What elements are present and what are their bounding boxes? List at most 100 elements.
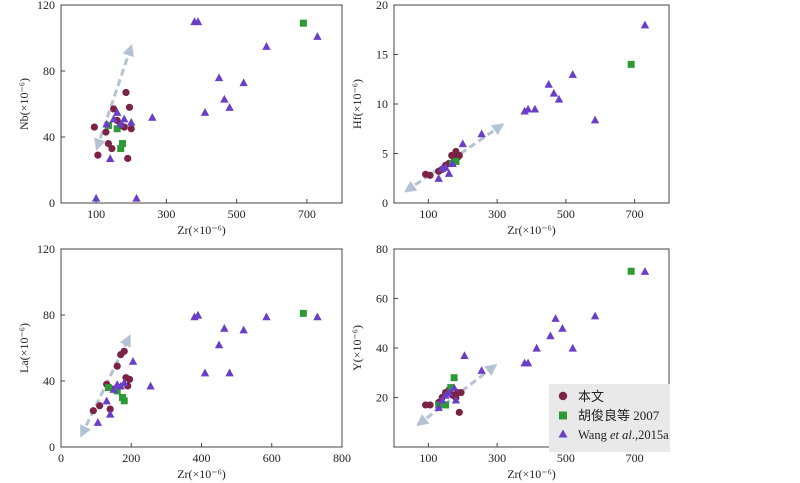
point-this-study xyxy=(90,123,98,131)
point-wang-2015 xyxy=(116,119,125,128)
x-tick-label: 600 xyxy=(263,451,281,465)
x-tick-label: 300 xyxy=(157,207,175,221)
point-wang-2015 xyxy=(546,331,555,340)
point-wang-2015 xyxy=(91,193,101,202)
point-wang-2015 xyxy=(220,94,229,103)
y-tick-label: 0 xyxy=(49,440,55,454)
point-wang-2015 xyxy=(102,396,111,405)
point-hu-2007 xyxy=(452,157,460,165)
y-tick-label: 5 xyxy=(382,147,388,161)
point-wang-2015 xyxy=(544,80,553,88)
point-wang-2015 xyxy=(434,403,443,411)
y-tick-label: 40 xyxy=(376,341,388,355)
point-hu-2007 xyxy=(117,145,125,153)
point-hu-2007 xyxy=(113,125,121,133)
point-wang-2015 xyxy=(200,368,210,377)
point-wang-2015 xyxy=(225,368,234,377)
point-wang-2015 xyxy=(451,395,461,404)
legend-box xyxy=(549,384,670,452)
y-axis-label: Hf(×10⁻⁶) xyxy=(350,79,364,129)
point-this-study xyxy=(455,408,463,416)
legend: 本文 胡俊良等 2007 Wang et al.,2015a xyxy=(549,384,670,452)
x-tick-label: 100 xyxy=(419,207,437,221)
point-wang-2015 xyxy=(568,343,577,352)
point-hu-2007 xyxy=(120,397,128,405)
point-hu-2007 xyxy=(113,387,121,395)
y-tick-label: 80 xyxy=(43,64,55,78)
point-wang-2015 xyxy=(477,366,486,374)
y-tick-label: 80 xyxy=(376,242,388,256)
point-this-study xyxy=(457,388,465,397)
point-this-study xyxy=(108,144,116,153)
panel-hf-vs-zr: 100 300 500 700 0 5 10 15 20 Zr(×10⁻⁶) Hf(×10⁻⁶) xyxy=(350,0,670,237)
x-tick-label: 400 xyxy=(193,451,211,465)
x-tick-label: 300 xyxy=(488,207,506,221)
x-tick-label: 200 xyxy=(122,451,140,465)
x-tick-label: 500 xyxy=(557,207,575,221)
point-wang-2015 xyxy=(549,88,559,97)
point-wang-2015 xyxy=(640,20,650,29)
point-wang-2015 xyxy=(109,385,118,393)
x-tick-label: 700 xyxy=(626,451,644,465)
point-wang-2015 xyxy=(120,378,129,387)
point-wang-2015 xyxy=(444,169,454,177)
x-tick-label: 300 xyxy=(488,451,506,465)
point-hu-2007 xyxy=(104,384,112,392)
x-axis-label: Zr(×10⁻⁶) xyxy=(507,467,556,481)
x-tick-label: 700 xyxy=(626,207,644,221)
point-wang-2015 xyxy=(93,418,103,426)
point-wang-2015 xyxy=(532,343,541,352)
point-wang-2015 xyxy=(239,325,248,334)
point-hu-2007 xyxy=(299,309,307,317)
y-tick-label: 120 xyxy=(37,242,55,256)
point-this-study xyxy=(122,88,130,97)
point-wang-2015 xyxy=(193,310,203,319)
point-wang-2015 xyxy=(105,409,115,418)
y-tick-label: 120 xyxy=(37,0,55,12)
legend-label-hu-2007: 胡俊良等 2007 xyxy=(578,408,660,423)
point-wang-2015 xyxy=(313,32,322,40)
point-wang-2015 xyxy=(214,73,224,82)
legend-label-wang-author: Wang xyxy=(578,428,610,442)
legend-label-wang-year: .,2015a xyxy=(632,428,669,442)
point-wang-2015 xyxy=(200,108,210,116)
plot-frame xyxy=(60,4,343,204)
point-wang-2015 xyxy=(148,113,157,121)
point-wang-2015 xyxy=(448,159,457,167)
point-hu-2007 xyxy=(118,140,126,148)
point-wang-2015 xyxy=(262,42,271,50)
point-wang-2015 xyxy=(554,94,564,103)
point-hu-2007 xyxy=(299,19,307,27)
point-this-study xyxy=(120,347,128,355)
x-tick-label: 100 xyxy=(87,207,105,221)
y-tick-label: 20 xyxy=(376,0,388,12)
y-axis-label: La(×10⁻⁶) xyxy=(17,323,31,373)
point-wang-2015 xyxy=(523,104,533,113)
point-this-study xyxy=(426,171,434,179)
y-tick-label: 40 xyxy=(43,130,55,144)
y-tick-label: 80 xyxy=(43,308,55,322)
y-tick-label: 40 xyxy=(43,374,55,388)
point-wang-2015 xyxy=(460,351,469,359)
point-wang-2015 xyxy=(458,139,467,148)
point-hu-2007 xyxy=(627,60,635,68)
point-hu-2007 xyxy=(450,374,458,382)
point-this-study xyxy=(96,402,104,410)
point-wang-2015 xyxy=(444,388,454,397)
x-axis-label: Zr(×10⁻⁶) xyxy=(507,223,556,237)
point-wang-2015 xyxy=(568,70,577,78)
point-wang-2015 xyxy=(193,17,203,26)
point-this-study xyxy=(125,375,134,383)
point-this-study xyxy=(89,407,97,415)
point-wang-2015 xyxy=(102,119,111,128)
x-tick-label: 500 xyxy=(557,451,575,465)
legend-label-this-study: 本文 xyxy=(578,389,604,404)
point-wang-2015 xyxy=(127,117,136,126)
legend-marker-wang-2015 xyxy=(558,429,568,438)
x-tick-label: 0 xyxy=(58,451,64,465)
point-wang-2015 xyxy=(225,103,234,111)
legend-label-wang-etal: et al xyxy=(610,428,632,442)
point-this-study xyxy=(110,105,118,113)
point-wang-2015 xyxy=(434,174,443,182)
